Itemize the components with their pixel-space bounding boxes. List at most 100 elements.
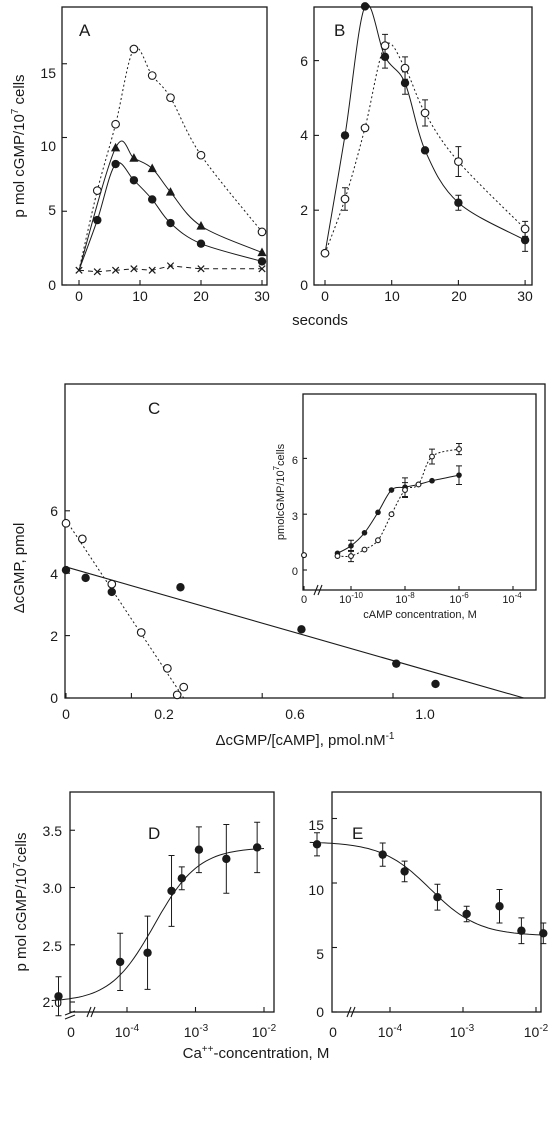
data-point-inset-1-3 xyxy=(361,546,368,553)
series-line-a-1 xyxy=(78,140,263,271)
axis-break-d-x xyxy=(86,1006,96,1018)
data-point-c-1-2 xyxy=(107,579,117,589)
data-point-a-2-2 xyxy=(111,159,120,169)
x-tick-label-inset-m6: 10-6 xyxy=(449,591,469,606)
data-point-d-6 xyxy=(222,854,231,864)
y-tick-label-a-10: 10 xyxy=(40,138,56,154)
y-tick-label-a-0: 0 xyxy=(48,277,56,293)
x-axis-label-c: ΔcGMP/[cAMP], pmol.nM-1 xyxy=(216,731,395,749)
data-point-a-1-5 xyxy=(196,221,206,230)
data-point-b-0-4 xyxy=(400,78,410,88)
x-tick-label-e-m2: 10-2 xyxy=(524,1023,549,1040)
data-point-b-1-1 xyxy=(340,194,350,204)
data-point-b-0-2 xyxy=(360,2,370,11)
x-tick-label-a-30: 30 xyxy=(254,288,270,304)
data-point-a-3-5 xyxy=(166,262,175,270)
data-point-e-5 xyxy=(495,902,504,911)
series-line-b-1 xyxy=(324,42,526,254)
data-point-e-1 xyxy=(378,850,387,859)
data-point-d-3 xyxy=(167,886,176,896)
data-point-b-1-7 xyxy=(520,224,530,234)
data-point-inset-1-4 xyxy=(375,537,381,544)
data-point-c-0-4 xyxy=(297,625,306,634)
panel-label-d: D xyxy=(148,824,160,843)
plot-area-a xyxy=(75,44,267,276)
x-tick-label-d-m4: 10-4 xyxy=(115,1023,140,1040)
x-tick-label-a-0: 0 xyxy=(75,288,83,304)
plot-frame-d xyxy=(69,791,275,1013)
x-tick-label-b-20: 20 xyxy=(451,288,467,304)
x-tick-label-inset-m4: 10-4 xyxy=(502,591,522,606)
plot-area-c xyxy=(61,518,524,700)
plot-area-b xyxy=(320,2,530,258)
data-point-inset-1-2 xyxy=(348,553,354,559)
data-point-b-0-6 xyxy=(454,198,463,207)
x-tick-label-d-0: 0 xyxy=(67,1024,75,1040)
data-point-inset-0-4 xyxy=(375,509,381,516)
y-tick-label-d-30: 3.0 xyxy=(43,880,63,896)
x-tick-label-c-0: 0 xyxy=(62,706,70,722)
data-point-inset-1-0 xyxy=(301,552,307,559)
data-point-b-1-4 xyxy=(400,63,410,73)
y-tick-label-c-6: 6 xyxy=(50,503,58,519)
plot-area-e xyxy=(309,832,548,945)
data-point-a-3-2 xyxy=(111,266,120,274)
data-point-a-0-4 xyxy=(147,71,157,80)
y-tick-label-inset-0: 0 xyxy=(292,566,298,578)
x-tick-label-d-m2: 10-2 xyxy=(252,1023,277,1040)
data-point-inset-1-5 xyxy=(388,511,395,518)
data-point-a-3-3 xyxy=(130,265,138,273)
x-axis-label-inset: cAMP concentration, M xyxy=(363,609,477,621)
y-tick-label-c-4: 4 xyxy=(50,566,58,582)
data-point-a-3-4 xyxy=(148,266,156,274)
data-point-a-1-6 xyxy=(257,247,267,257)
data-point-a-1-2 xyxy=(129,153,139,162)
series-line-b-0 xyxy=(324,3,526,254)
data-point-a-0-2 xyxy=(111,119,120,129)
data-point-d-2 xyxy=(143,948,152,957)
data-point-a-0-6 xyxy=(196,150,206,160)
y-tick-label-a-15: 15 xyxy=(40,65,56,81)
y-axis-label-a: p mol cGMP/107 cells xyxy=(10,74,28,217)
data-point-c-0-0 xyxy=(61,565,71,575)
y-axis-label-inset: pmolcGMP/107cells xyxy=(272,443,287,540)
axis-ticks-d xyxy=(64,829,265,1020)
data-point-c-0-5 xyxy=(392,659,401,668)
data-point-inset-0-5 xyxy=(388,487,395,493)
x-tick-label-c-02: 0.2 xyxy=(154,706,174,722)
series-line-a-3 xyxy=(78,265,262,273)
data-point-a-0-7 xyxy=(257,227,267,237)
x-tick-label-e-m3: 10-3 xyxy=(450,1023,475,1040)
data-point-d-7 xyxy=(252,843,262,852)
x-tick-label-b-30: 30 xyxy=(517,288,533,304)
y-axis-label-d: p mol cGMP/107cells xyxy=(12,833,30,972)
y-tick-label-b-4: 4 xyxy=(300,127,308,143)
x-tick-label-a-10: 10 xyxy=(132,288,148,304)
data-point-c-0-6 xyxy=(431,679,440,689)
panel-label-b: B xyxy=(334,21,345,40)
fit-curve-d xyxy=(51,848,265,1001)
data-point-c-0-2 xyxy=(107,587,116,597)
data-point-a-1-1 xyxy=(111,142,121,152)
y-tick-label-d-35: 3.5 xyxy=(43,823,63,839)
inset-chart: 0 3 6 0 10-10 10-8 10-6 10-4 cAMP concen… xyxy=(272,393,537,621)
x-tick-label-c-06: 0.6 xyxy=(285,706,305,722)
y-tick-label-inset-3: 3 xyxy=(292,511,298,523)
data-point-b-1-5 xyxy=(420,108,430,118)
axis-break-e-x xyxy=(346,1006,356,1018)
data-point-b-1-6 xyxy=(454,157,463,166)
data-point-c-0-3 xyxy=(176,583,185,592)
plot-frame-b xyxy=(313,6,533,286)
data-point-e-4 xyxy=(462,909,471,919)
x-tick-label-b-0: 0 xyxy=(321,288,329,304)
data-point-b-1-2 xyxy=(360,123,370,133)
y-tick-label-c-0: 0 xyxy=(50,690,58,706)
data-point-a-3-1 xyxy=(93,268,101,276)
data-point-e-0 xyxy=(312,840,322,849)
data-point-d-5 xyxy=(194,845,204,854)
series-line-inset-1 xyxy=(337,448,460,557)
data-point-a-2-7 xyxy=(257,257,267,266)
series-line-a-0 xyxy=(78,46,263,271)
data-point-inset-0-8 xyxy=(429,477,435,484)
data-point-b-1-3 xyxy=(380,41,390,50)
